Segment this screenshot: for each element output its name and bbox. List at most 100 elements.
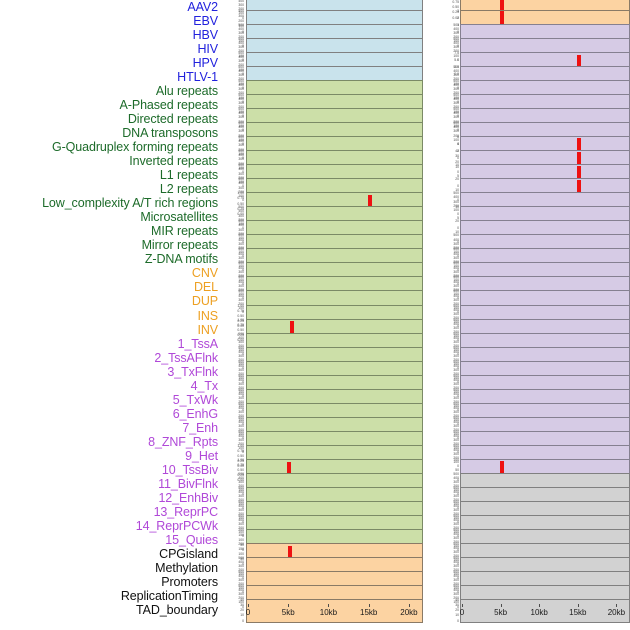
yaxis-tick-label: 500 [453,485,459,490]
yaxis-tick-label: 100 [238,81,244,86]
yaxis-ticks-right-24: 500 400 300 200 100 0 [453,331,459,357]
yaxis-tick-label: 400 [453,265,459,270]
yaxis-tick-label: 0 [242,267,244,273]
yaxis-tick-label: 400 [453,587,459,593]
yaxis-tick-label: 100 [238,599,244,605]
data-bar [500,0,504,19]
yaxis-tick-label: 300 [238,395,244,401]
yaxis-tick-label: 400 [238,0,244,4]
yaxis-tick-label: 300 [453,507,459,513]
yaxis-ticks-left-32: 1.00 0.75 0.50 0.25 0.00 [237,443,244,469]
track-label-microsatellites: Microsatellites [140,210,218,225]
yaxis-tick-label: 0 [457,225,459,231]
yaxis-tick-label: 200 [238,133,244,138]
yaxis-tick-label: 400 [453,489,459,495]
yaxis-tick-label: 400 [238,251,244,256]
yaxis-tick-label: 500 [238,78,244,84]
yaxis-tick-label: 0 [457,183,459,189]
yaxis-tick-label: 0 [242,57,244,62]
yaxis-tick-label: 500 [453,275,459,280]
yaxis-tick-label: 200 [238,511,244,517]
yaxis-tick-label: 0 [242,365,244,371]
track-label-inv: INV [197,322,218,337]
yaxis-tick-label: 200 [238,259,244,264]
yaxis-tick-label: 0 [242,519,244,525]
yaxis-tick-label: 500 [453,429,459,434]
yaxis-tick-label: 500 [238,120,244,126]
yaxis-tick-label: 100 [238,249,244,255]
yaxis-tick-label: 0.50 [237,201,244,206]
yaxis-tick-label: 300 [453,409,459,415]
yaxis-tick-label: 500 [238,345,244,350]
yaxis-tick-label: 500 [238,106,244,112]
yaxis-ticks-right-34: 500 400 300 200 100 0 [453,471,459,497]
xaxis-tick-label: 0 [459,608,465,617]
yaxis-tick-label: 200 [238,77,244,82]
yaxis-tick-label: 400 [238,405,244,410]
yaxis-tick-label: 500 [238,176,244,182]
yaxis-tick-label: 200 [238,595,244,601]
yaxis-tick-label: 10 [455,187,459,192]
yaxis-tick-label: 200 [453,105,459,110]
yaxis-tick-label: 100 [238,39,244,44]
yaxis-tick-label: 500 [453,401,459,406]
yaxis-tick-label: 500 [238,387,244,392]
yaxis-tick-label: 0 [457,281,459,287]
yaxis-tick-label: 300 [238,381,244,387]
yaxis-tick-label: 200 [453,259,459,264]
yaxis-tick-label: 400 [238,265,244,270]
yaxis-tick-label: 500 [238,471,244,476]
yaxis-ticks-right-30: 500 400 300 200 100 0 [453,415,459,441]
yaxis-tick-label: 300 [453,353,459,358]
yaxis-tick-label: 200 [238,581,244,587]
yaxis-ticks-left-39: 200 150 100 50 0 [238,542,244,567]
yaxis-tick-label: 500 [453,443,459,448]
yaxis-tick-label: 0 [457,169,459,175]
yaxis-tick-label: 400 [238,209,244,214]
yaxis-tick-label: 0.25 [237,318,244,324]
yaxis-tick-label: 200 [238,385,244,391]
yaxis-tick-label: 500 [238,331,244,336]
yaxis-tick-label: 400 [238,391,244,396]
xaxis-tickmark [539,604,541,607]
yaxis-tick-label: 200 [453,273,459,278]
yaxis-tick-label: 10 [455,162,459,168]
yaxis-tick-label: 300 [453,395,459,401]
yaxis-tick-label: 300 [238,521,244,527]
yaxis-tick-label: 200 [453,77,459,82]
yaxis-tick-label: 400 [453,391,459,396]
yaxis-tick-label: 500 [453,317,459,322]
yaxis-tick-label: 100 [238,277,244,283]
yaxis-tick-label: 300 [453,591,459,597]
yaxis-tick-label: 200 [453,49,459,54]
yaxis-tick-label: 400 [453,96,459,102]
yaxis-tick-label: 100 [453,95,459,100]
yaxis-tick-label: 200 [453,497,459,503]
yaxis-tick-label: 150 [238,546,244,552]
yaxis-tick-label: 200 [453,34,459,40]
xaxis-tick-label: 10kb [530,608,548,617]
yaxis-tick-label: 500 [453,387,459,392]
yaxis-ticks-right-12: 10 5 0 [455,162,459,189]
yaxis-tick-label: 400 [238,293,244,298]
yaxis-tick-label: 200 [453,483,459,489]
yaxis-tick-label: 500 [453,261,459,266]
yaxis-tick-label: 0 [242,197,244,203]
yaxis-ticks-right-43: 40 30 20 10 0 [455,597,459,623]
yaxis-tick-label: 200 [238,441,244,447]
yaxis-tick-label: 300 [238,577,244,583]
yaxis-tick-label: 500 [238,64,244,70]
yaxis-tick-label: 400 [453,559,459,565]
yaxis-tick-label: 500 [238,499,244,505]
yaxis-tick-label: 2 [457,148,459,154]
yaxis-tick-label: 0 [242,295,244,301]
yaxis-tick-label: 400 [453,251,459,256]
yaxis-tick-label: 40 [455,597,459,603]
yaxis-tick-label: 500 [238,485,244,490]
yaxis-tick-label: 200 [453,357,459,363]
yaxis-ticks-right-23: 500 400 300 200 100 0 [453,317,459,343]
xaxis-tick-label: 20kb [400,608,418,617]
yaxis-ticks-left-4: 500 400 300 200 100 0 [238,51,244,76]
yaxis-tick-label: 500 [453,190,459,196]
yaxis-tick-label: 300 [453,339,459,344]
